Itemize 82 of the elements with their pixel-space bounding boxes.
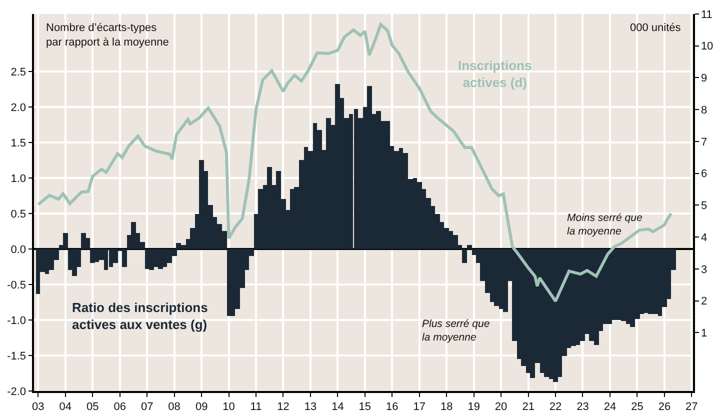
bar (131, 222, 136, 249)
bar (113, 249, 118, 263)
bar (326, 118, 331, 249)
x-tick-label: 25 (631, 400, 644, 413)
bar (385, 121, 390, 249)
bar (267, 167, 272, 249)
bar (90, 249, 95, 263)
x-tick-label: 17 (413, 400, 426, 413)
x-tick-label: 11 (250, 400, 262, 413)
y-tick-label: -1.0 (7, 314, 26, 327)
x-tick-label: 13 (304, 400, 317, 413)
bar (462, 249, 467, 263)
y2-tick-label: 11 (700, 8, 712, 21)
y2-tick-label: 7 (700, 136, 708, 148)
bar (503, 249, 508, 312)
y-axis-title: Nombre d’écarts-types par rapport à la moyenne (46, 22, 169, 48)
bar (580, 249, 585, 341)
x-tick-label: 07 (140, 400, 154, 413)
x-tick-label: 03 (32, 400, 44, 413)
bar (335, 84, 340, 249)
x-tick-label: 10 (222, 400, 235, 413)
x-tick-label: 06 (114, 400, 126, 413)
bar (199, 160, 204, 249)
y-tick-label: 2.0 (10, 102, 26, 114)
annotation: Plus serré que la moyenne (422, 318, 490, 344)
x-tick-label: 16 (386, 400, 398, 413)
x-tick-label: 18 (440, 400, 453, 413)
y2-tick-label: 9 (700, 72, 708, 85)
y-tick-label: 1.5 (10, 137, 26, 150)
bar (63, 233, 68, 249)
x-tick-label: 23 (576, 400, 589, 413)
y2-tick-label: 1 (700, 328, 708, 340)
bar (122, 249, 127, 267)
x-tick-label: 12 (277, 400, 290, 413)
y-tick-label: -0.5 (7, 279, 26, 292)
x-tick-label: 05 (86, 400, 99, 413)
y-tick-label: -2.0 (7, 386, 26, 398)
bar (158, 249, 163, 269)
y2-tick-label: 4 (700, 232, 708, 244)
bar (149, 249, 154, 270)
x-tick-label: 15 (358, 400, 372, 413)
x-tick-label: 09 (195, 400, 208, 413)
bar (367, 86, 372, 249)
y2-tick-label: 3 (700, 264, 708, 276)
bar (621, 249, 626, 321)
x-tick-label: 20 (494, 400, 508, 413)
bar (544, 249, 549, 377)
bar (417, 182, 422, 249)
y-tick-label: -1.5 (7, 350, 26, 362)
bar (258, 189, 263, 249)
bar (467, 245, 472, 249)
bar (81, 233, 86, 249)
bar (227, 249, 231, 316)
x-tick-label: 22 (549, 400, 562, 413)
x-tick-label: 26 (658, 400, 671, 413)
text: Inscriptions actives (d) (458, 58, 532, 90)
y-tick-label: 1.0 (10, 172, 26, 185)
annotation: Moins serré que la moyenne (567, 212, 642, 238)
bar (72, 249, 77, 276)
bar (553, 249, 558, 382)
bar (494, 249, 499, 306)
y2-axis-title: 000 unités (630, 22, 682, 34)
y-tick-label: 0.5 (10, 208, 26, 220)
x-tick-label: 24 (604, 400, 616, 413)
x-tick-label: 04 (59, 400, 72, 413)
y-tick-label: 0.0 (10, 244, 26, 256)
series-label: Ratio des inscriptions actives aux ventes (g) (72, 300, 208, 332)
bar (453, 235, 458, 249)
y2-tick-label: 6 (700, 168, 708, 180)
bar (376, 111, 381, 249)
x-tick-label: 21 (522, 400, 534, 413)
y2-tick-label: 8 (700, 104, 708, 116)
y2-tick-label: 10 (700, 40, 714, 53)
x-tick-label: 08 (168, 400, 180, 413)
bar (612, 249, 617, 320)
x-tick-label: 27 (686, 400, 698, 413)
y-tick-label: 2.5 (10, 66, 26, 78)
x-tick-label: 19 (468, 400, 480, 413)
bar (571, 249, 576, 346)
y2-tick-label: 2 (700, 296, 708, 308)
x-tick-label: 14 (332, 400, 344, 413)
y2-tick-label: 5 (700, 200, 708, 212)
